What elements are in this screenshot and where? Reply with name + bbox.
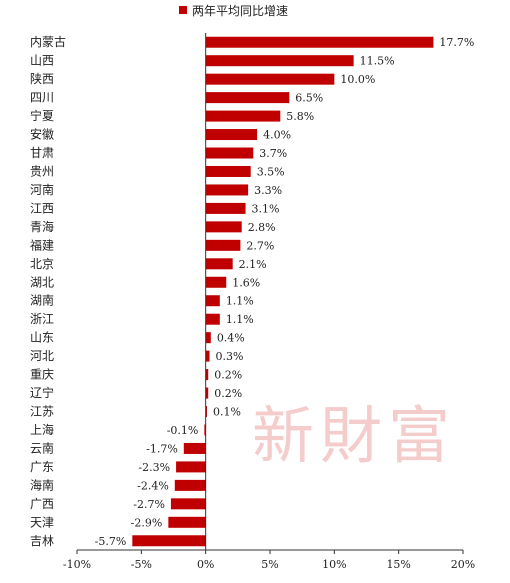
bar-湖北 [205,276,227,288]
value-label: -2.7% [133,498,165,511]
legend-swatch [179,6,187,14]
category-label: 贵州 [30,164,54,178]
bar-上海 [204,424,206,436]
bar-陕西 [205,73,335,85]
bar-河南 [205,184,249,196]
value-label: 3.7% [259,147,287,160]
bar-江西 [205,202,246,214]
category-label: 陕西 [30,71,54,86]
bar-河北 [205,350,210,362]
legend-label: 两年平均同比增速 [192,4,288,18]
bar-湖南 [205,295,220,307]
value-label: -2.3% [138,461,170,474]
bar-四川 [205,92,290,104]
value-label: 2.1% [239,258,267,271]
bar-海南 [174,479,206,491]
category-label: 天津 [30,515,54,529]
category-label: 湖南 [30,293,54,308]
value-label: 2.8% [248,221,276,234]
bar-云南 [183,442,206,454]
bar-吉林 [132,535,206,547]
bar-内蒙古 [205,36,434,48]
category-label: 宁夏 [30,108,54,123]
x-tick-label: 0% [197,558,214,571]
category-label: 重庆 [30,368,54,382]
category-label: 山东 [30,331,54,345]
bar-山西 [205,55,354,67]
category-label: 青海 [30,219,54,234]
category-label: 浙江 [30,312,54,326]
value-label: -0.1% [167,424,199,437]
value-label: -5.7% [95,535,127,548]
category-label: 河北 [30,349,54,363]
bar-青海 [205,221,242,233]
bar-宁夏 [205,110,281,122]
x-tick-label: 15% [386,558,410,571]
category-label: 北京 [30,257,54,271]
category-label: 上海 [30,422,54,437]
bar-广东 [176,461,206,473]
value-label: 11.5% [360,55,395,68]
x-tick-label: 5% [261,558,278,571]
category-label: 安徽 [30,127,54,142]
value-label: 0.2% [214,387,242,400]
bar-辽宁 [205,387,209,399]
value-label: -1.7% [146,442,178,455]
value-label: -2.4% [137,479,169,492]
value-label: 5.8% [286,110,314,123]
bar-江苏 [205,406,207,418]
value-label: 1.6% [232,276,260,289]
value-label: 17.7% [439,36,474,49]
category-label: 江苏 [30,405,54,419]
category-label: 云南 [30,440,54,455]
bar-广西 [170,498,206,510]
category-label: 甘肃 [30,146,54,160]
bar-贵州 [205,165,251,177]
value-label: 0.2% [214,369,242,382]
bar-北京 [205,258,233,270]
value-label: 1.1% [226,313,254,326]
category-label: 辽宁 [30,385,54,400]
bar-甘肃 [205,147,254,159]
value-label: 3.1% [252,202,280,215]
category-label: 山西 [30,54,54,68]
value-label: 3.3% [254,184,282,197]
x-tick-label: -10% [63,558,91,571]
x-tick-label: -5% [131,558,152,571]
value-label: 3.5% [257,165,285,178]
category-label: 内蒙古 [30,34,66,49]
value-label: 10.0% [340,73,375,86]
value-label: 0.4% [217,332,245,345]
value-label: 0.3% [216,350,244,363]
value-label: 4.0% [263,129,291,142]
category-label: 广东 [30,460,54,474]
value-label: 2.7% [246,239,274,252]
bar-山东 [205,332,211,344]
category-label: 河南 [30,182,54,197]
bar-安徽 [205,129,258,141]
category-label: 广西 [30,497,54,511]
category-label: 江西 [30,201,54,215]
value-label: 1.1% [226,295,254,308]
value-label: 6.5% [295,92,323,105]
category-label: 海南 [30,477,54,492]
watermark-text: 新財富 [252,399,457,472]
bar-浙江 [205,313,220,325]
x-tick-label: 20% [451,558,475,571]
category-label: 四川 [30,91,54,105]
bar-天津 [168,516,206,528]
category-label: 吉林 [30,534,54,548]
bar-重庆 [205,369,209,381]
category-label: 湖北 [30,274,54,289]
x-tick-label: 10% [322,558,346,571]
bar-福建 [205,239,241,251]
category-label: 福建 [30,237,54,252]
value-label: -2.9% [131,516,163,529]
value-label: 0.1% [213,406,241,419]
